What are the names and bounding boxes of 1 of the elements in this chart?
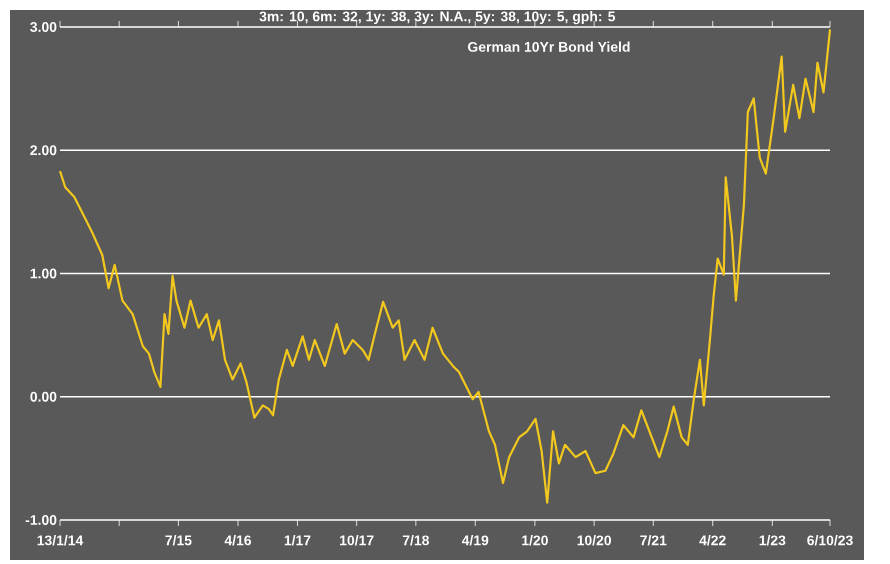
- line-series: [58, 28, 832, 504]
